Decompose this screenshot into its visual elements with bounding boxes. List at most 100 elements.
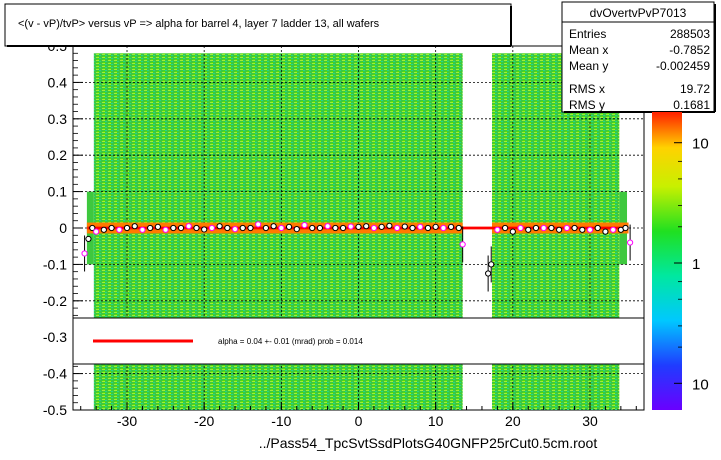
y-tick-label: 0.1 — [48, 184, 68, 200]
profile-point — [447, 223, 455, 231]
profile-point — [278, 224, 285, 232]
profile-point — [100, 226, 107, 233]
profile-point — [255, 221, 262, 228]
profile-point — [193, 224, 200, 232]
profile-point — [154, 223, 161, 231]
profile-point — [116, 226, 123, 233]
profile-point — [532, 224, 540, 232]
profile-point — [459, 241, 466, 248]
y-tick-label: 0.3 — [48, 111, 68, 127]
profile-point — [488, 261, 495, 268]
stats-label: Mean x — [569, 43, 608, 57]
x-tick-label: -20 — [194, 413, 214, 429]
chart-title: <(v - vP)/tvP> versus vP => alpha for ba… — [18, 18, 380, 30]
profile-point — [162, 226, 169, 233]
stats-label: RMS x — [569, 82, 605, 96]
profile-point — [208, 224, 215, 232]
x-tick-label: 10 — [428, 413, 444, 429]
y-tick-label: 0.4 — [48, 74, 68, 90]
profile-point — [262, 224, 270, 232]
profile-point — [409, 224, 416, 232]
profile-point — [355, 223, 362, 231]
profile-point — [347, 223, 354, 230]
profile-point — [401, 223, 408, 230]
stats-value: 0.1681 — [673, 98, 710, 112]
x-tick-label: 0 — [355, 413, 363, 429]
profile-point — [485, 270, 492, 277]
stats-value: -0.7852 — [669, 43, 710, 57]
stats-value: -0.002459 — [656, 59, 710, 73]
profile-point — [610, 226, 617, 233]
stats-name: dvOvertvPvP7013 — [590, 6, 687, 20]
profile-point — [81, 250, 88, 257]
profile-point — [563, 224, 570, 232]
colorbar-gradient — [652, 112, 682, 410]
profile-point — [494, 226, 501, 233]
profile-point — [432, 223, 439, 231]
colorbar-label: 10 — [692, 136, 709, 153]
profile-point — [239, 224, 246, 232]
profile-point — [177, 224, 185, 232]
x-tick-label: -30 — [117, 413, 137, 429]
profile-point — [332, 224, 339, 232]
colorbar-label: 10 — [692, 376, 709, 393]
colorbar: 10 1 10 — [652, 112, 709, 410]
profile-point — [594, 224, 601, 232]
y-tick-label: -0.2 — [43, 293, 67, 309]
x-axis-label: ../Pass54_TpcSvtSsdPlotsG40GNFP25rCut0.5… — [259, 435, 598, 451]
profile-point — [93, 228, 100, 235]
fit-legend-text: alpha = 0.04 +- 0.01 (mrad) prob = 0.014 — [218, 337, 363, 346]
profile-point — [316, 224, 324, 232]
profile-point — [424, 224, 432, 232]
y-tick-label: -0.4 — [43, 366, 67, 382]
profile-point — [170, 224, 177, 232]
profile-point — [370, 224, 378, 232]
profile-point — [293, 225, 300, 233]
profile-point — [602, 228, 609, 235]
profile-point — [201, 226, 208, 233]
profile-point — [185, 223, 192, 230]
y-tick-label: -0.5 — [43, 402, 67, 418]
stats-value: 288503 — [670, 27, 710, 41]
profile-point — [108, 224, 115, 232]
profile-point — [363, 223, 370, 230]
profile-point — [517, 224, 524, 232]
profile-point — [455, 224, 462, 232]
profile-point — [339, 224, 347, 232]
profile-point — [417, 223, 424, 231]
profile-point — [301, 221, 308, 229]
y-tick-label: 0.2 — [48, 147, 68, 163]
profile-point — [579, 226, 586, 233]
profile-point — [247, 224, 254, 232]
profile-point — [440, 224, 447, 232]
profile-point — [123, 224, 131, 232]
profile-point — [548, 224, 555, 232]
y-tick-label: -0.1 — [43, 256, 67, 272]
profile-point — [131, 223, 138, 230]
profile-point — [393, 224, 401, 232]
profile-point — [509, 228, 516, 235]
profile-point — [270, 223, 277, 230]
x-tick-label: -10 — [271, 413, 291, 429]
y-tick-label: 0 — [59, 220, 67, 236]
stats-label: RMS y — [569, 98, 605, 112]
colorbar-label: 1 — [692, 256, 700, 273]
x-tick-label: 20 — [505, 413, 521, 429]
profile-point — [586, 226, 594, 233]
profile-point — [139, 226, 146, 233]
profile-point — [309, 224, 316, 232]
profile-point — [525, 226, 532, 233]
profile-point — [502, 224, 509, 232]
profile-point — [622, 224, 629, 232]
y-tick-label: -0.3 — [43, 329, 67, 345]
stats-box: dvOvertvPvP7013 Entries 288503 Mean x -0.78… — [561, 1, 716, 113]
profile-point — [89, 224, 96, 232]
profile-point — [231, 225, 239, 233]
stats-value: 19.72 — [680, 82, 710, 96]
stats-label: Entries — [569, 27, 606, 41]
x-tick-label: 30 — [582, 413, 598, 429]
profile-point — [378, 223, 385, 231]
profile-point — [85, 235, 92, 243]
